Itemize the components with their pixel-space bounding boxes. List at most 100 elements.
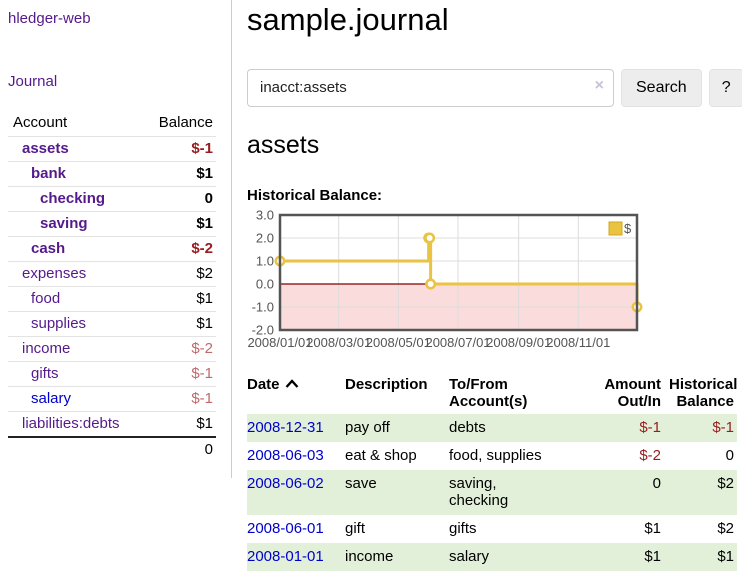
- sidebar-account-link[interactable]: liabilities:debts: [22, 415, 120, 432]
- transaction-date-link[interactable]: 2008-06-02: [247, 474, 324, 492]
- account-balance: $-1: [142, 386, 216, 412]
- sidebar-account-link[interactable]: checking: [40, 190, 106, 207]
- sidebar-account-link[interactable]: food: [31, 290, 61, 307]
- account-balance: $1: [142, 161, 216, 187]
- account-balance: 0: [142, 186, 216, 212]
- account-row: cash $-2: [8, 236, 216, 262]
- accounts-col-account: Account: [13, 114, 68, 131]
- account-row: income $-2: [8, 336, 216, 362]
- column-label: Description: [345, 375, 428, 393]
- column-label: Historical Balance: [669, 375, 738, 410]
- transaction-amount: $-2: [639, 446, 661, 464]
- x-tick-label: 2008/09/01: [486, 335, 551, 350]
- transaction-balance: $1: [717, 547, 734, 565]
- transaction-accounts: debts: [449, 418, 486, 436]
- brand-link[interactable]: hledger-web: [8, 10, 91, 27]
- y-tick-label: -2.0: [252, 322, 274, 337]
- account-balance: $-1: [142, 361, 216, 387]
- account-row: salary $-1: [8, 386, 216, 412]
- historical-balance-chart[interactable]: $3.0 2.0 1.0 0.0 -1.0 -2.02008/01/012008/03/0…: [247, 210, 651, 352]
- transaction-accounts: food, supplies: [449, 446, 542, 464]
- search-box: ×: [247, 68, 614, 107]
- data-point[interactable]: [425, 278, 437, 290]
- account-row: checking 0: [8, 186, 216, 212]
- sort-ascending-icon: [285, 378, 298, 388]
- transaction-description: gift: [345, 519, 366, 537]
- register-row: 2008-12-31 pay off debts $-1 $-1: [247, 413, 737, 442]
- transaction-balance: $-1: [712, 418, 734, 436]
- search-form: × Search ?: [247, 68, 742, 107]
- register-col-to-from-account-s-: To/From Account(s): [449, 372, 591, 414]
- account-row: liabilities:debts $1: [8, 411, 216, 437]
- transaction-date-link[interactable]: 2008-01-01: [247, 547, 324, 565]
- transaction-amount: $-1: [639, 418, 661, 436]
- main-content: sample.journal × Search ? assets Histori…: [232, 0, 742, 581]
- account-row: bank $1: [8, 161, 216, 187]
- y-tick-label: 0.0: [256, 276, 274, 291]
- sidebar-account-link[interactable]: salary: [31, 390, 72, 407]
- y-tick-label: 1.0: [256, 253, 274, 268]
- accounts-col-balance: Balance: [158, 114, 213, 131]
- sidebar-account-link[interactable]: income: [22, 340, 71, 357]
- clear-search-icon[interactable]: ×: [594, 76, 604, 94]
- column-label: To/From Account(s): [449, 375, 528, 410]
- transaction-balance: $2: [717, 474, 734, 492]
- y-tick-label: -1.0: [252, 299, 274, 314]
- legend-label: $: [624, 221, 632, 236]
- transaction-date-link[interactable]: 2008-06-01: [247, 519, 324, 537]
- account-heading: assets: [247, 130, 320, 159]
- transaction-description: save: [345, 474, 377, 492]
- x-tick-label: 2008/11/01: [546, 335, 610, 350]
- sidebar: hledger-web Journal Account Balance asse…: [0, 0, 232, 478]
- transaction-date-link[interactable]: 2008-06-03: [247, 446, 324, 464]
- sidebar-item-journal[interactable]: Journal: [8, 73, 58, 90]
- transaction-date-link[interactable]: 2008-12-31: [247, 418, 324, 436]
- register-row: 2008-01-01 income salary $1 $1: [247, 542, 737, 571]
- transaction-balance: 0: [725, 446, 734, 464]
- account-balance: $-1: [142, 136, 216, 162]
- chart-border: [278, 213, 639, 331]
- search-button[interactable]: Search: [621, 68, 702, 107]
- accounts-total-row: 0: [8, 436, 216, 462]
- account-row: supplies $1: [8, 311, 216, 337]
- register-row: 2008-06-02 save saving, checking 0 $2: [247, 469, 737, 515]
- x-tick-label: 2008/03/01: [306, 335, 371, 350]
- register-table: Date Description To/From Account(s) Amount …: [247, 372, 737, 571]
- chart-title: Historical Balance:: [247, 186, 383, 204]
- accounts-header-row: Account Balance: [8, 110, 216, 137]
- data-point[interactable]: [424, 232, 436, 244]
- account-balance: $1: [142, 286, 216, 312]
- y-tick-label: 3.0: [256, 210, 274, 223]
- sidebar-account-link[interactable]: assets: [22, 140, 69, 157]
- legend-swatch: [608, 221, 623, 236]
- register-header-row: Date Description To/From Account(s) Amount …: [247, 372, 737, 414]
- x-tick-label: 2008/01/01: [247, 335, 312, 350]
- sidebar-account-link[interactable]: expenses: [22, 265, 87, 282]
- column-label: Date: [247, 375, 280, 393]
- page-title: sample.journal: [247, 2, 449, 37]
- transaction-accounts: salary: [449, 547, 490, 565]
- transaction-amount: 0: [652, 474, 661, 492]
- accounts-table: Account Balance assets $-1 bank $1 checking 0…: [8, 110, 216, 462]
- search-input[interactable]: [247, 68, 614, 107]
- transaction-balance: $2: [717, 519, 734, 537]
- account-row: food $1: [8, 286, 216, 312]
- sidebar-account-link[interactable]: gifts: [31, 365, 59, 382]
- sidebar-account-link[interactable]: cash: [31, 240, 66, 257]
- transaction-description: eat & shop: [345, 446, 417, 464]
- account-balance: $2: [142, 261, 216, 287]
- y-tick-label: 2.0: [256, 230, 274, 245]
- help-button[interactable]: ?: [708, 68, 742, 107]
- sidebar-account-link[interactable]: bank: [31, 165, 67, 182]
- account-balance: $1: [142, 411, 216, 437]
- account-row: saving $1: [8, 211, 216, 237]
- sidebar-account-link[interactable]: supplies: [31, 315, 87, 332]
- account-balance: $1: [142, 211, 216, 237]
- register-col-description: Description: [345, 372, 449, 414]
- register-col-date[interactable]: Date: [247, 372, 345, 414]
- sidebar-account-link[interactable]: saving: [40, 215, 88, 232]
- transaction-description: pay off: [345, 418, 390, 436]
- register-col-historical-balance: Historical Balance: [669, 372, 737, 414]
- transaction-amount: $1: [644, 547, 661, 565]
